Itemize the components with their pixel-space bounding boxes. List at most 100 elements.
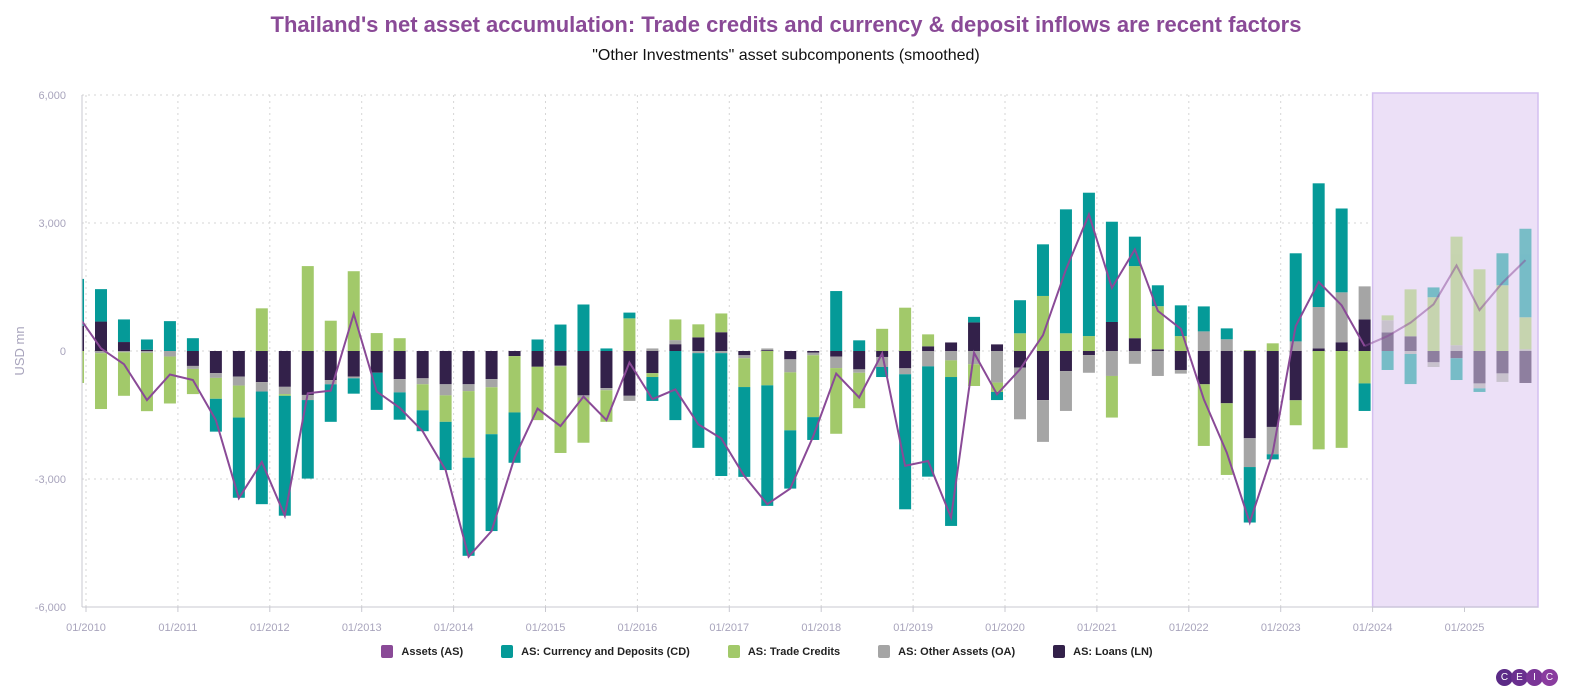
bar-segment-as-loans-ln [945, 342, 958, 351]
bar-segment-as-other-assets-oa [1289, 341, 1302, 351]
legend-item-assets[interactable]: Assets (AS) [381, 645, 463, 658]
bar-segment-as-loans-ln [370, 351, 383, 373]
bar-segment-as-currency-and-deposits-cd [784, 430, 797, 489]
bar-segment-as-loans-ln [577, 351, 590, 396]
x-tick-label: 01/2016 [618, 622, 658, 634]
bar-segment-as-loans-ln [899, 351, 912, 369]
bar-segment-as-trade-credits [301, 266, 314, 351]
bar-segment-as-trade-credits [1266, 343, 1279, 351]
bar-stack [1220, 328, 1233, 475]
bar-segment-as-currency-and-deposits-cd [531, 339, 544, 351]
bar-segment-as-trade-credits [1450, 236, 1463, 346]
legend-swatch [727, 645, 740, 658]
bar-segment-as-other-assets-oa [1197, 331, 1210, 351]
bar-segment-as-loans-ln [95, 321, 107, 351]
bar-segment-as-trade-credits [715, 313, 728, 333]
bar-segment-as-other-assets-oa [945, 351, 958, 361]
bar-stack [1496, 253, 1509, 382]
bar-segment-as-other-assets-oa [991, 351, 1004, 383]
bar-segment-as-loans-ln [830, 351, 843, 357]
bar-segment-as-trade-credits [209, 377, 222, 399]
bar-segment-as-other-assets-oa [255, 382, 268, 392]
bar-segment-as-currency-and-deposits-cd [1174, 305, 1187, 337]
bar-segment-as-currency-and-deposits-cd [347, 378, 360, 394]
bar-segment-as-other-assets-oa [1036, 400, 1049, 442]
bar-segment-as-loans-ln [393, 351, 406, 380]
bar-segment-as-currency-and-deposits-cd [1082, 192, 1095, 337]
bar-segment-as-loans-ln [1266, 351, 1279, 427]
bar-segment-as-other-assets-oa [1335, 292, 1348, 343]
bar-segment-as-trade-credits [370, 333, 383, 351]
bar-segment-as-loans-ln [82, 325, 85, 351]
bar-stack [761, 348, 774, 506]
legend-item-loans[interactable]: AS: Loans (LN) [1053, 645, 1153, 658]
bar-segment-as-other-assets-oa [554, 365, 567, 367]
bar-segment-as-trade-credits [1496, 285, 1509, 351]
bar-segment-as-loans-ln [1358, 319, 1371, 351]
bar-stack [1427, 287, 1440, 367]
bar-segment-as-currency-and-deposits-cd [1266, 454, 1279, 460]
bar-stack [1014, 300, 1026, 420]
x-tick-label: 01/2012 [250, 622, 290, 634]
bar-stack [784, 351, 797, 489]
bar-stack [1059, 209, 1072, 411]
bar-segment-as-currency-and-deposits-cd [1151, 285, 1164, 307]
bar-segment-as-currency-and-deposits-cd [1312, 183, 1325, 308]
bar-segment-as-loans-ln [1335, 342, 1348, 351]
bar-segment-as-currency-and-deposits-cd [1381, 351, 1394, 370]
logo-letter: C [1541, 669, 1558, 686]
bar-segment-as-loans-ln [1450, 351, 1463, 359]
bar-segment-as-currency-and-deposits-cd [1473, 388, 1486, 392]
legend-item-other-assets[interactable]: AS: Other Assets (OA) [878, 645, 1015, 658]
bar-segment-as-trade-credits [1151, 306, 1164, 350]
bar-segment-as-trade-credits [692, 324, 705, 338]
bar-segment-as-loans-ln [1197, 351, 1210, 385]
bar-segment-as-other-assets-oa [692, 351, 705, 354]
bar-segment-as-currency-and-deposits-cd [485, 434, 498, 532]
bar-segment-as-loans-ln [531, 351, 544, 367]
bar-segment-as-other-assets-oa [232, 376, 245, 386]
bar-segment-as-trade-credits [922, 334, 935, 347]
bar-segment-as-currency-and-deposits-cd [82, 278, 85, 326]
bar-segment-as-other-assets-oa [738, 355, 751, 359]
bar-segment-as-currency-and-deposits-cd [738, 387, 751, 477]
y-tick-label: 6,000 [38, 90, 66, 102]
bar-stack [830, 291, 843, 434]
bar-segment-as-trade-credits [508, 356, 521, 413]
legend-item-currency-deposits[interactable]: AS: Currency and Deposits (CD) [501, 645, 690, 658]
bar-stack [1473, 269, 1486, 392]
bar-segment-as-trade-credits [646, 373, 659, 378]
y-tick-label: 3,000 [38, 218, 66, 230]
bar-stack [209, 351, 222, 432]
bar-segment-as-loans-ln [784, 351, 797, 360]
bar-segment-as-trade-credits [1036, 295, 1049, 351]
x-tick-label: 01/2025 [1445, 622, 1485, 634]
bar-stack [1404, 289, 1417, 385]
bar-segment-as-other-assets-oa [209, 373, 222, 378]
bar-segment-as-other-assets-oa [669, 340, 682, 345]
bar-segment-as-loans-ln [1036, 351, 1049, 401]
bar-segment-as-currency-and-deposits-cd [968, 316, 981, 323]
bar-segment-as-other-assets-oa [393, 379, 406, 393]
bar-segment-as-loans-ln [416, 351, 429, 379]
bar-segment-as-trade-credits [140, 352, 153, 412]
bar-segment-as-currency-and-deposits-cd [324, 384, 337, 422]
bar-segment-as-other-assets-oa [1105, 351, 1118, 376]
bar-segment-as-trade-credits [232, 385, 245, 418]
bar-stack [255, 308, 268, 505]
bar-stack [646, 348, 659, 401]
assets-line [82, 211, 1527, 559]
legend-item-trade-credits[interactable]: AS: Trade Credits [727, 645, 840, 658]
bar-segment-as-trade-credits [738, 358, 751, 388]
bar-segment-as-other-assets-oa [1243, 438, 1256, 468]
bar-segment-as-trade-credits [899, 307, 912, 351]
bar-stack [1289, 253, 1302, 426]
x-tick-label: 01/2013 [342, 622, 382, 634]
bar-segment-as-trade-credits [577, 397, 590, 443]
bar-segment-as-loans-ln [807, 351, 820, 353]
bar-segment-as-loans-ln [1427, 351, 1440, 363]
bar-segment-as-currency-and-deposits-cd [761, 385, 774, 506]
bar-stack [807, 351, 820, 440]
bar-segment-as-trade-credits [1243, 350, 1256, 351]
bar-segment-as-currency-and-deposits-cd [554, 324, 567, 351]
